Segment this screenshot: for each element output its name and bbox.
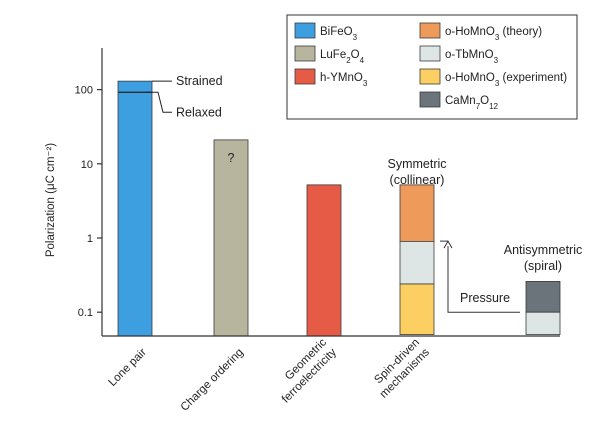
- bar-otbmno3: [525, 311, 561, 335]
- unknown-marker: ?: [228, 151, 235, 165]
- antisymmetric-label: Antisymmetric: [504, 243, 582, 257]
- bar-hymno3: [306, 184, 342, 337]
- legend-swatch-camn7o12: [419, 91, 441, 108]
- legend-swatch-otbmno3: [419, 45, 441, 62]
- legend-swatch-hymno3: [294, 68, 316, 85]
- bar-ohomno3_theory: [399, 184, 435, 242]
- category-label-line: Lone pair: [107, 346, 150, 389]
- relaxed-label: Relaxed: [176, 105, 222, 119]
- category-labels-layer: Lone pair Charge ordering Geometricferroel…: [107, 336, 433, 413]
- bars-layer: [117, 80, 561, 337]
- legend-label-bifeo3: BiFeO3: [320, 26, 358, 42]
- bar-ohomno3_exp: [399, 283, 435, 335]
- symmetric-label: Symmetric: [387, 157, 446, 171]
- bar-lufe2o4: [213, 139, 249, 337]
- legend-label-otbmno3: o-TbMnO3: [445, 49, 499, 65]
- bar-bifeo3: [117, 80, 153, 337]
- legend-label-ohomno3_exp: o-HoMnO3 (experiment): [445, 72, 567, 88]
- spiral-label: (spiral): [524, 259, 562, 273]
- collinear-label: (collinear): [390, 173, 445, 187]
- legend: BiFeO3 LuFe2O4 h-YMnO3 o-HoMnO3 (theory) o-T…: [286, 14, 578, 120]
- bar-camn7o12: [525, 281, 561, 313]
- y-tick-label: 100: [75, 85, 93, 97]
- category-label: Charge ordering: [179, 346, 246, 413]
- legend-swatch-ohomno3_exp: [419, 68, 441, 85]
- y-axis-label: Polarization (μC cm⁻²): [45, 143, 57, 257]
- legend-swatch-ohomno3_theory: [419, 22, 441, 39]
- legend-label-lufe2o4: LuFe2O4: [320, 49, 365, 65]
- bar-otbmno3: [399, 240, 435, 285]
- strained-label: Strained: [176, 74, 223, 88]
- legend-swatch-bifeo3: [294, 22, 316, 39]
- y-tick-label: 0.1: [78, 307, 93, 319]
- category-label: Lone pair: [107, 346, 150, 389]
- pressure-arrow-line: [447, 246, 520, 313]
- axes-layer: 100 10 1 0.1: [75, 48, 560, 337]
- legend-swatch-lufe2o4: [294, 45, 316, 62]
- y-tick-label: 1: [87, 233, 93, 245]
- category-label-line: Charge ordering: [179, 346, 246, 413]
- legend-label-camn7o12: CaMn7O12: [445, 95, 499, 111]
- legend-label-hymno3: h-YMnO3: [320, 72, 368, 88]
- annotations-layer: Strained Relaxed? Symmetric (collinear) Anti…: [146, 74, 582, 313]
- y-tick-label: 10: [81, 159, 93, 171]
- pressure-label: Pressure: [460, 291, 510, 305]
- legend-label-ohomno3_theory: o-HoMnO3 (theory): [445, 26, 542, 42]
- relaxed-leader: [146, 91, 172, 113]
